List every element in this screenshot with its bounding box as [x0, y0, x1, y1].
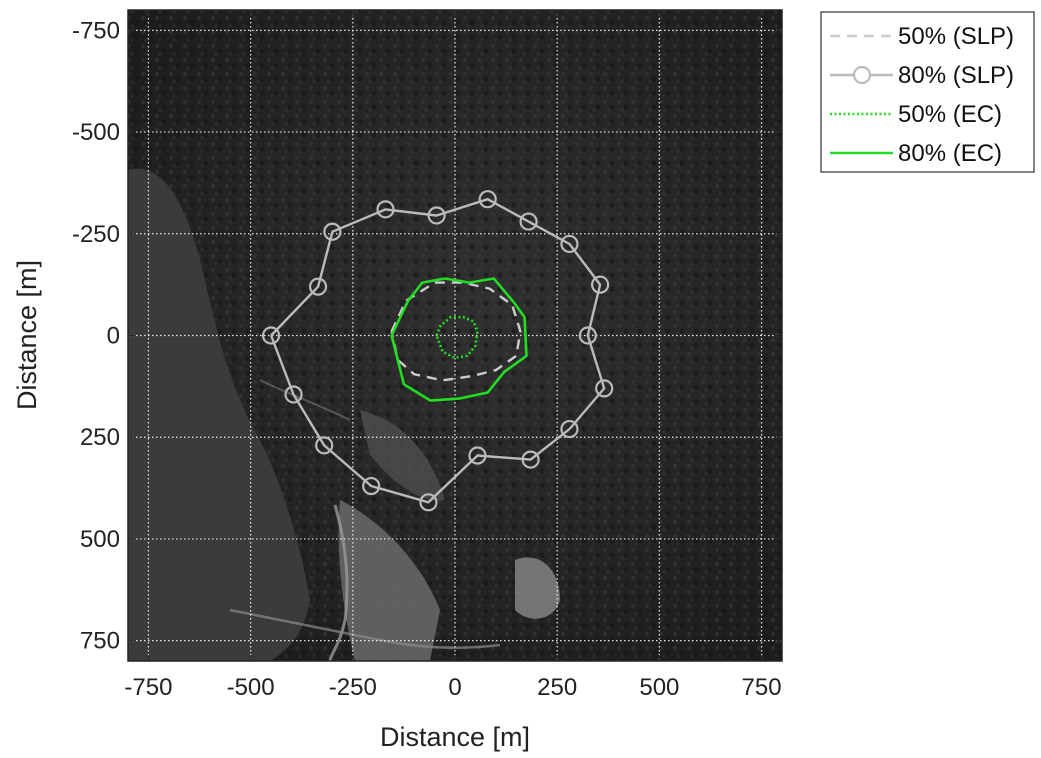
series-line-2: [435, 315, 479, 360]
grid-lines: [128, 10, 782, 661]
series-point-1: [578, 326, 597, 345]
series-point-1: [323, 222, 342, 241]
series-point-1: [376, 200, 395, 219]
series-point-1: [284, 385, 303, 404]
series-point-1: [560, 419, 579, 439]
series-point-1: [478, 190, 497, 209]
series-point-1: [468, 446, 487, 465]
y-tick-label: 250: [80, 424, 120, 451]
lake-area: [128, 168, 310, 661]
y-tick-label: -500: [72, 119, 120, 146]
y-tick-label: 500: [80, 526, 120, 553]
road: [328, 504, 349, 661]
x-tick-label: 500: [639, 674, 679, 701]
legend-label-2: 50% (EC): [898, 101, 1002, 128]
series-line-1: [269, 197, 606, 504]
legend-label-3: 80% (EC): [898, 140, 1002, 167]
y-tick-label: 0: [107, 323, 120, 350]
legend-label-0: 50% (SLP): [898, 23, 1014, 50]
x-tick-label: -250: [329, 674, 377, 701]
series-point-1: [362, 476, 381, 496]
x-tick-label: 250: [537, 674, 577, 701]
y-tick-label: -250: [72, 221, 120, 248]
series-point-1: [521, 450, 540, 469]
series-point-1: [591, 275, 610, 294]
series-point-1: [560, 234, 579, 254]
series-line-3: [390, 277, 528, 402]
legend: 50% (SLP) 80% (SLP) 50% (EC) 80% (EC): [820, 11, 1035, 173]
series-line-0: [390, 281, 522, 382]
series-point-1: [261, 326, 281, 345]
y-tick-label: -750: [72, 17, 120, 44]
y-axis-ticks: -750 -500 -250 0 250 500 750: [72, 17, 782, 655]
series-point-1: [308, 277, 328, 296]
x-axis-ticks: -750 -500 -250 0 250 500 750: [124, 10, 782, 701]
series-point-1: [595, 379, 614, 398]
x-axis-label: Distance [m]: [380, 722, 530, 752]
series-point-1: [427, 206, 446, 225]
x-tick-label: -750: [124, 674, 172, 701]
field-area: [338, 500, 440, 661]
series-point-1: [519, 212, 538, 231]
x-tick-label: -500: [227, 674, 275, 701]
road: [229, 608, 501, 649]
x-tick-label: 750: [742, 674, 782, 701]
series-layer: [261, 190, 614, 512]
y-axis-label: Distance [m]: [12, 260, 42, 410]
legend-box: [820, 11, 1035, 173]
series-point-1: [419, 493, 438, 512]
series-point-1: [315, 436, 334, 455]
y-tick-label: 750: [80, 628, 120, 655]
field-area-small: [515, 557, 560, 619]
road: [259, 379, 351, 421]
legend-label-1: 80% (SLP): [898, 62, 1014, 89]
clearing-area: [360, 410, 445, 501]
legend-marker-1: [852, 65, 872, 85]
x-tick-label: 0: [448, 674, 461, 701]
